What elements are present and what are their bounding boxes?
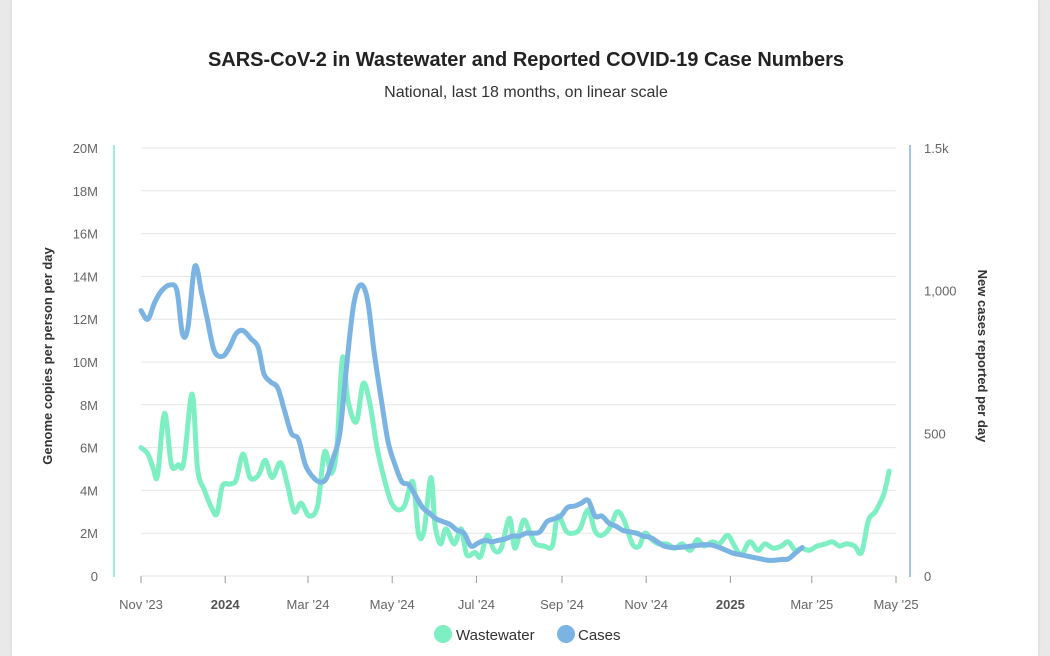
left-axis-title: Genome copies per person per day xyxy=(40,247,55,465)
series-line-wastewater[interactable] xyxy=(138,354,892,560)
legend-label-cases: Cases xyxy=(578,627,621,644)
x-tick-label: Jul '24 xyxy=(458,597,495,612)
x-tick-label: May '24 xyxy=(370,597,415,612)
left-tick-label: 12M xyxy=(73,312,98,327)
chart-title: SARS-CoV-2 in Wastewater and Reported CO… xyxy=(208,49,844,71)
legend: Wastewater Cases xyxy=(434,625,621,644)
x-tick-label: Nov '23 xyxy=(119,597,163,612)
legend-item-cases[interactable]: Cases xyxy=(557,625,621,644)
left-tick-label: 10M xyxy=(73,355,98,370)
series-layer xyxy=(138,263,892,563)
right-tick-label: 1,000 xyxy=(924,284,957,299)
left-tick-label: 2M xyxy=(80,526,98,541)
chart-card: SARS-CoV-2 in Wastewater and Reported CO… xyxy=(12,0,1038,656)
left-tick-label: 4M xyxy=(80,483,98,498)
right-axis-ticks: 0 500 1,000 1.5k xyxy=(924,141,957,584)
x-tick-label: Nov '24 xyxy=(624,597,668,612)
chart: SARS-CoV-2 in Wastewater and Reported CO… xyxy=(40,49,990,644)
series-line-cases[interactable] xyxy=(138,263,805,563)
x-tick-label: Mar '24 xyxy=(287,597,330,612)
legend-item-wastewater[interactable]: Wastewater xyxy=(434,625,535,644)
left-tick-label: 0 xyxy=(91,569,98,584)
legend-label-wastewater: Wastewater xyxy=(456,627,535,644)
left-tick-label: 14M xyxy=(73,269,98,284)
x-tick-label: May '25 xyxy=(873,597,918,612)
x-tick-label: 2024 xyxy=(211,597,241,612)
legend-marker-wastewater xyxy=(434,625,452,643)
x-tick-label: Sep '24 xyxy=(540,597,584,612)
right-axis-title: New cases reported per day xyxy=(975,270,990,443)
x-axis-ticks: Nov '23 2024 Mar '24 May '24 Jul '24 Sep '24 N… xyxy=(119,576,919,612)
left-tick-label: 18M xyxy=(73,184,98,199)
right-tick-label: 0 xyxy=(924,569,931,584)
right-tick-label: 500 xyxy=(924,426,946,441)
left-tick-label: 6M xyxy=(80,441,98,456)
grid xyxy=(141,147,896,577)
left-tick-label: 20M xyxy=(73,141,98,156)
left-tick-label: 16M xyxy=(73,227,98,242)
x-tick-label: 2025 xyxy=(716,597,745,612)
legend-marker-cases xyxy=(557,625,575,643)
left-tick-label: 8M xyxy=(80,398,98,413)
x-tick-label: Mar '25 xyxy=(790,597,833,612)
left-axis-ticks: 0 2M 4M 6M 8M 10M 12M 14M 16M 18M 20M xyxy=(73,141,98,584)
right-tick-label: 1.5k xyxy=(924,141,949,156)
chart-subtitle: National, last 18 months, on linear scal… xyxy=(384,84,668,101)
